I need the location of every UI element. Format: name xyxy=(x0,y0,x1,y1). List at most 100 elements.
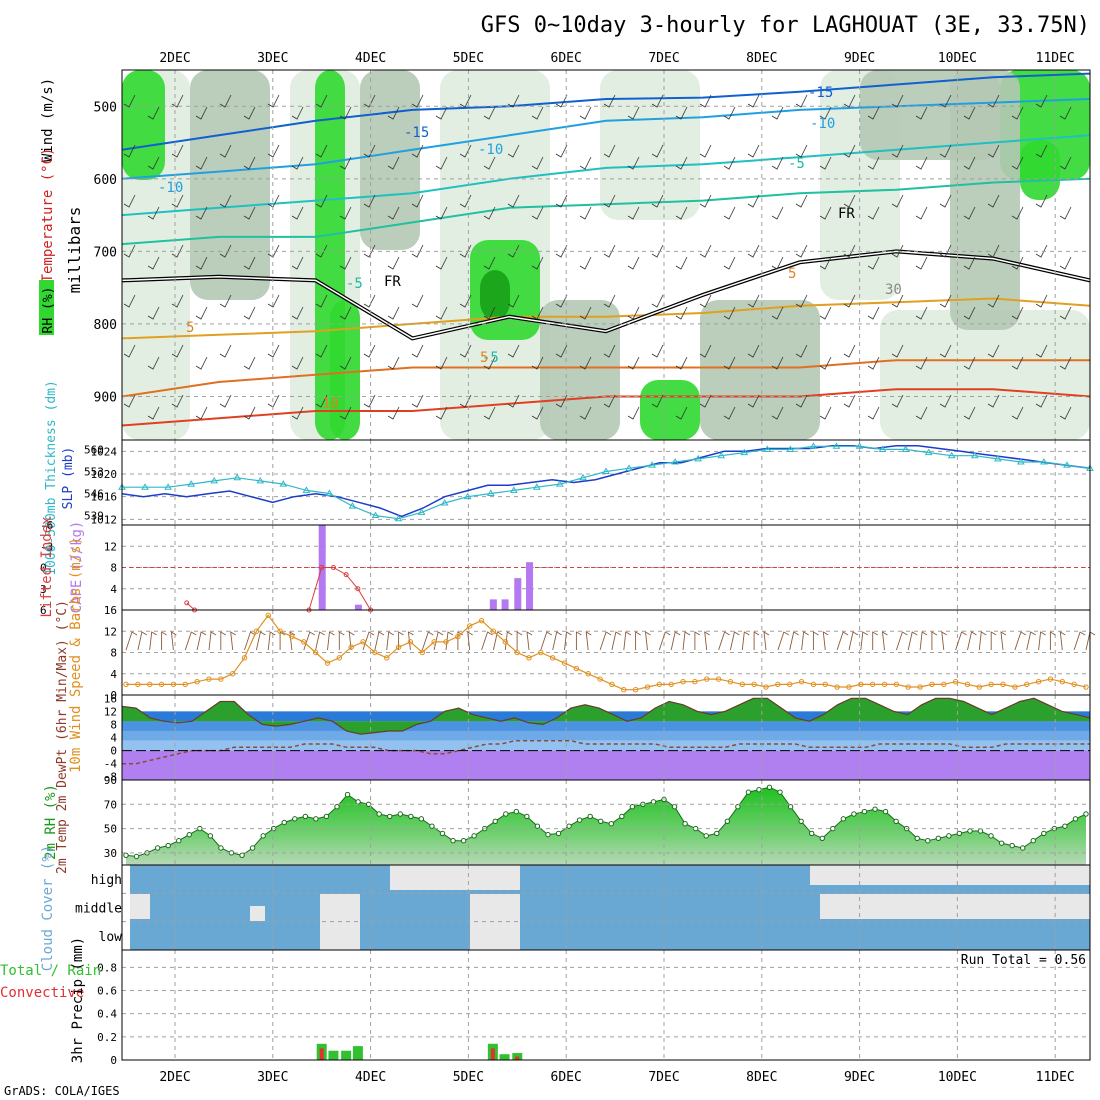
wind-barb xyxy=(483,156,496,170)
wind-barb xyxy=(315,394,328,408)
lifted-index-marker xyxy=(355,586,361,592)
wind-barb xyxy=(315,344,328,358)
temperature-band xyxy=(122,721,1090,731)
wind-barb xyxy=(963,356,976,370)
date-label-bottom: 10DEC xyxy=(938,1070,977,1085)
wind-barb xyxy=(171,344,184,358)
precip-legend-total: Total / Rain xyxy=(0,963,101,979)
pressure-tick: 800 xyxy=(94,318,117,333)
wind-barb xyxy=(939,94,952,108)
wind-barb xyxy=(255,631,266,651)
wind-barb xyxy=(819,206,832,220)
wind-barb xyxy=(867,306,880,320)
wind-barb xyxy=(291,306,304,320)
rh-marker xyxy=(418,816,425,822)
wind-speed-marker xyxy=(834,684,840,690)
wind-barb xyxy=(723,106,736,120)
wind-speed-marker xyxy=(704,676,710,682)
wind-barb xyxy=(939,144,952,158)
temperature-area xyxy=(122,698,1090,735)
wind-barb xyxy=(348,631,355,651)
wind-speed-marker xyxy=(241,655,248,661)
wind-barb xyxy=(723,406,736,420)
wind-speed-marker xyxy=(1083,684,1089,690)
wind-barb xyxy=(789,631,799,651)
wind-barb xyxy=(123,144,136,158)
temperature-contour xyxy=(122,359,1090,398)
wind-barb xyxy=(891,294,904,308)
lifted-index-tick: -6 xyxy=(40,519,53,532)
wind-speed-marker xyxy=(526,655,532,661)
rh-marker xyxy=(154,845,161,851)
wind-barb xyxy=(363,344,376,358)
wind-barb xyxy=(603,244,616,258)
thickness-marker xyxy=(556,480,564,487)
thickness-marker xyxy=(579,473,587,481)
wind-barb xyxy=(363,94,376,108)
cape-bar xyxy=(526,562,534,610)
wind-barb xyxy=(753,631,760,650)
wind-speed-marker xyxy=(455,633,461,640)
wind-barb xyxy=(147,306,160,320)
rh-marker xyxy=(186,831,192,838)
wind-barb xyxy=(1011,156,1024,170)
rh-marker xyxy=(429,823,435,829)
thickness-marker xyxy=(302,486,311,493)
wind-barb xyxy=(171,194,184,208)
wind-speed-marker xyxy=(467,623,473,629)
rh-region xyxy=(540,300,620,440)
wind-barb xyxy=(651,144,664,158)
rh-marker xyxy=(1041,830,1047,837)
rh-marker xyxy=(165,842,171,849)
date-label-top: 7DEC xyxy=(648,51,679,66)
contour-label: FR xyxy=(384,274,401,290)
pressure-tick: 700 xyxy=(94,245,117,260)
wind-barb xyxy=(747,294,760,308)
date-label-bottom: 6DEC xyxy=(551,1070,582,1085)
thickness-marker xyxy=(440,498,449,506)
wind-barb xyxy=(315,194,328,208)
cloud-axis-label: Cloud Cover (%) xyxy=(40,845,56,971)
lifted-index-tick: 3 xyxy=(40,583,47,596)
wind-barb xyxy=(243,356,256,370)
wind-barb xyxy=(507,294,520,308)
thickness-marker xyxy=(648,461,656,468)
credit-label: GrADS: COLA/IGES xyxy=(4,1084,120,1098)
wind-speed-marker xyxy=(952,679,959,685)
date-label-top: 10DEC xyxy=(938,51,977,66)
wind-barb xyxy=(651,194,664,208)
rh-marker xyxy=(292,816,298,822)
wind-barb xyxy=(699,394,712,408)
wind-speed-marker xyxy=(739,681,745,688)
wind-barb xyxy=(1035,94,1048,108)
rh-region xyxy=(122,70,165,180)
wind-speed-marker xyxy=(727,679,734,685)
rh-marker xyxy=(935,835,942,841)
wind-tick: 12 xyxy=(104,625,117,638)
wind-speed-marker xyxy=(372,649,378,656)
wind-barb xyxy=(763,631,770,651)
wind-barb xyxy=(963,106,976,120)
wind-barb xyxy=(723,306,736,320)
wind-barb xyxy=(531,356,544,370)
wind-barb xyxy=(507,94,520,108)
wind-barb xyxy=(704,631,710,651)
wind-barb xyxy=(531,106,544,120)
rh-marker xyxy=(608,821,614,827)
wind-barb xyxy=(339,306,352,320)
wind-speed-marker xyxy=(1012,684,1018,690)
date-label-bottom: 9DEC xyxy=(844,1070,875,1085)
wind-barb xyxy=(867,356,880,370)
wind-barb xyxy=(411,194,424,208)
cape-bar xyxy=(354,604,362,610)
rh-marker xyxy=(714,830,720,837)
wind-barb xyxy=(170,631,177,651)
thickness-marker xyxy=(671,458,680,465)
wind-barb xyxy=(196,631,207,651)
wind-barb xyxy=(1059,206,1072,220)
wind-barb xyxy=(291,106,304,120)
temperature-tick: 0 xyxy=(110,745,117,758)
rh-marker xyxy=(249,845,256,851)
thickness-marker xyxy=(348,502,357,509)
thickness-marker xyxy=(187,480,196,487)
